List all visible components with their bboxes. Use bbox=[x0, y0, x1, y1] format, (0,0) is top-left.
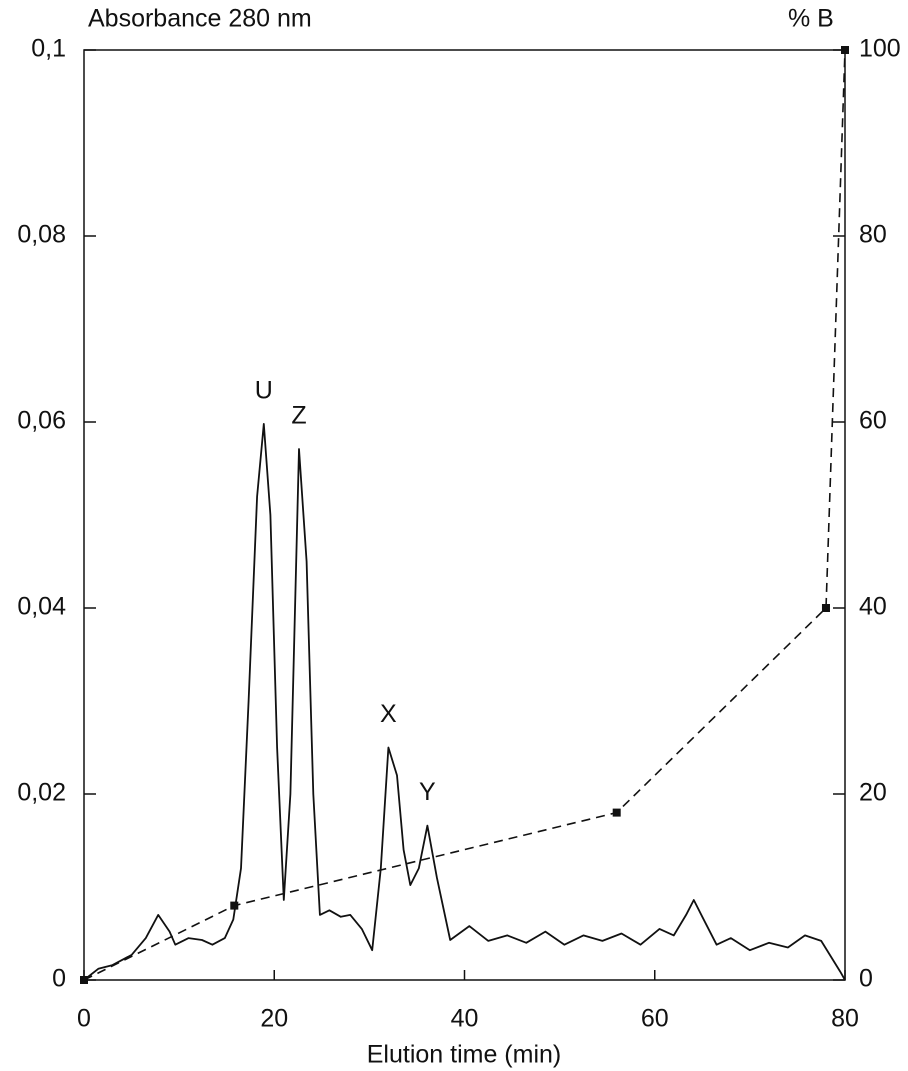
x-tick-label: 60 bbox=[641, 1005, 669, 1033]
gradient-point bbox=[230, 901, 239, 910]
peak-label: Z bbox=[291, 402, 306, 430]
y-tick-label: 0,08 bbox=[17, 221, 66, 249]
y2-axis-label: % B bbox=[788, 5, 834, 33]
y-tick-label: 0,06 bbox=[17, 407, 66, 435]
y-tick-label: 0,02 bbox=[17, 779, 66, 807]
absorbance-line bbox=[83, 423, 846, 981]
y2-tick-label: 0 bbox=[859, 965, 873, 993]
gradient-point bbox=[612, 808, 621, 817]
gradient-point bbox=[80, 976, 88, 984]
y-tick-label: 0 bbox=[52, 965, 66, 993]
y-tick-label: 0,04 bbox=[17, 593, 66, 621]
y-axis-label: Absorbance 280 nm bbox=[88, 5, 312, 33]
peak-label: U bbox=[255, 376, 273, 404]
peak-label: Y bbox=[419, 778, 436, 806]
y2-tick-label: 80 bbox=[859, 221, 887, 249]
peak-label: X bbox=[380, 700, 397, 728]
x-tick-label: 40 bbox=[451, 1005, 479, 1033]
gradient-point bbox=[821, 604, 830, 612]
y2-tick-label: 100 bbox=[859, 35, 901, 63]
y-tick-label: 0,1 bbox=[31, 35, 66, 63]
y2-tick-label: 40 bbox=[859, 593, 887, 621]
y2-tick-label: 20 bbox=[859, 779, 887, 807]
y2-tick-label: 60 bbox=[859, 407, 887, 435]
x-tick-label: 0 bbox=[77, 1005, 91, 1033]
x-tick-label: 80 bbox=[831, 1005, 859, 1033]
x-axis-label: Elution time (min) bbox=[367, 1041, 562, 1069]
gradient-point bbox=[841, 46, 849, 54]
x-tick-label: 20 bbox=[260, 1005, 288, 1033]
